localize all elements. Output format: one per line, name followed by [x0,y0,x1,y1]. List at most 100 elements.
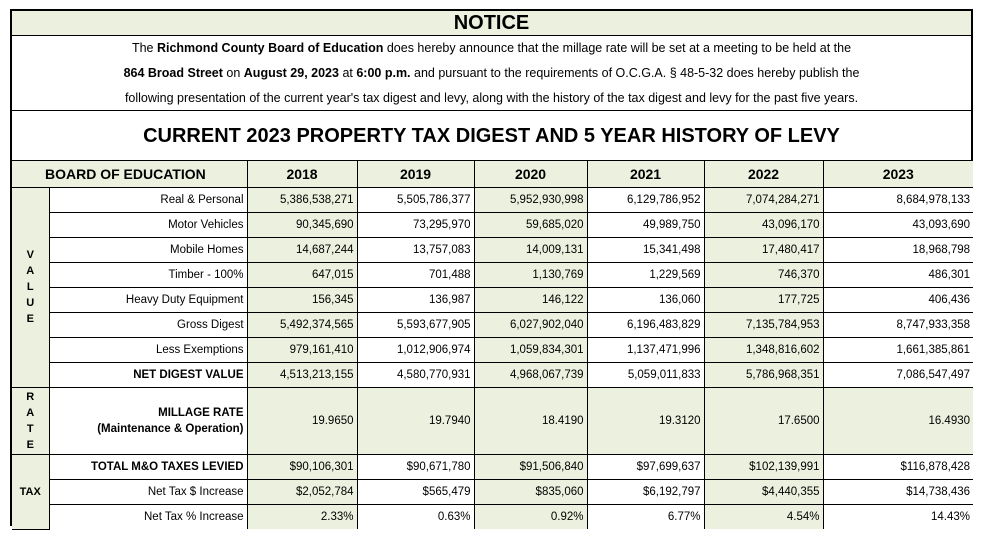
millage-rate-row: R A T E MILLAGE RATE (Maintenance & Operation… [12,386,974,455]
value-cell-2021: $97,699,637 [586,453,705,480]
group-letter: E [26,438,34,451]
meeting-date: August 29, 2023 [243,66,339,80]
value-cell-2021: 6,129,786,952 [586,186,705,213]
value-cell-2022: 746,370 [703,261,824,288]
value-cell-2018: 90,345,690 [246,211,358,238]
value-cell-2018: 156,345 [246,286,358,313]
row-label: Timber - 100% [49,261,248,288]
value-cell-2019: 13,757,083 [356,236,475,263]
year-header-2021: 2021 [586,161,705,188]
meeting-time: 6:00 p.m. [356,66,411,80]
value-cell-2021: 6,196,483,829 [586,311,705,338]
group-letter: U [26,297,35,309]
row-label: Heavy Duty Equipment [49,286,248,313]
value-cell-2022: 17,480,417 [703,236,824,263]
intro-line-3: following presentation of the current ye… [124,91,859,105]
row-label: Mobile Homes [49,236,248,263]
value-cell-2020: 0.92% [473,503,588,529]
value-cell-2019: 1,012,906,974 [356,336,475,363]
value-cell-2023: 18,968,798 [822,236,974,263]
row-label: Gross Digest [49,311,248,338]
value-cell-2019: $565,479 [356,478,475,505]
intro-line-1: The Richmond County Board of Education d… [12,36,971,61]
notice-title: NOTICE [12,11,971,36]
value-cell-2019: 5,593,677,905 [356,311,475,338]
value-cell-2022: 177,725 [703,286,824,313]
row-label: Motor Vehicles [49,211,248,238]
row-label: MILLAGE RATE [158,406,244,419]
value-cell-2021: 6.77% [586,503,705,529]
value-cell-2019: 19.7940 [356,386,475,455]
meeting-address: 864 Broad Street [123,66,223,80]
table-title: CURRENT 2023 PROPERTY TAX DIGEST AND 5 Y… [12,111,971,161]
value-cell-2023: 8,747,933,358 [822,311,974,338]
value-cell-2021: 19.3120 [586,386,705,455]
group-letter: A [26,406,35,419]
value-row: Gross Digest 5,492,374,565 5,593,677,905 6,… [12,311,974,338]
year-header-2018: 2018 [246,161,358,188]
value-cell-2023: 8,684,978,133 [822,186,974,213]
millage-notice-sheet: NOTICE The Richmond County Board of Educ… [10,9,974,530]
value-cell-2020: 14,009,131 [473,236,588,263]
intro-text: on [222,66,244,80]
value-row: Timber - 100% 647,015 701,488 1,130,769 1,22… [12,261,974,288]
intro-text: The [131,41,157,55]
value-cell-2020: 6,027,902,040 [473,311,588,338]
value-cell-2022: 7,135,784,953 [703,311,824,338]
group-letter: E [26,313,34,325]
value-cell-2023: 1,661,385,861 [822,336,974,363]
value-row: Mobile Homes 14,687,244 13,757,083 14,009,1… [12,236,974,263]
value-cell-2019: 0.63% [356,503,475,529]
value-cell-2019: 4,580,770,931 [356,361,475,388]
intro-text: and pursuant to the requirements of O.C.… [410,66,860,80]
value-cell-2023: 406,436 [822,286,974,313]
value-cell-2020: 4,968,067,739 [473,361,588,388]
year-header-2020: 2020 [473,161,588,188]
value-cell-2021: 15,341,498 [586,236,705,263]
value-cell-2018: 4,513,213,155 [246,361,358,388]
value-cell-2020: $835,060 [473,478,588,505]
value-cell-2020: 18.4190 [473,386,588,455]
value-cell-2023: 43,093,690 [822,211,974,238]
value-cell-2020: 59,685,020 [473,211,588,238]
board-label: BOARD OF EDUCATION [12,161,248,188]
value-cell-2019: 701,488 [356,261,475,288]
group-letter: A [26,265,35,277]
year-header-2023: 2023 [822,161,974,188]
value-cell-2019: $90,671,780 [356,453,475,480]
value-cell-2023: 16.4930 [822,386,974,455]
value-cell-2018: 19.9650 [246,386,358,455]
value-cell-2022: 43,096,170 [703,211,824,238]
value-cell-2021: 5,059,011,833 [586,361,705,388]
value-cell-2022: 4.54% [703,503,824,529]
levy-history-table: BOARD OF EDUCATION 2018 2019 2020 2021 2022 20… [12,161,974,530]
value-row: NET DIGEST VALUE 4,513,213,155 4,580,770,9… [12,361,974,388]
value-cell-2021: 49,989,750 [586,211,705,238]
tax-row: Net Tax $ Increase $2,052,784 $565,479 $835… [12,478,974,505]
value-cell-2022: 7,074,284,271 [703,186,824,213]
value-cell-2018: 2.33% [246,503,358,529]
row-label: Net Tax % Increase [49,503,248,529]
value-cell-2018: 979,161,410 [246,336,358,363]
millage-rate-label: MILLAGE RATE (Maintenance & Operation) [48,386,248,455]
value-cell-2023: 14.43% [822,503,974,529]
value-cell-2021: $6,192,797 [586,478,705,505]
group-letter: R [26,390,35,403]
tax-row: TAX TOTAL M&O TAXES LEVIED $90,106,301 $90,… [12,453,974,530]
value-cell-2019: 73,295,970 [356,211,475,238]
value-cell-2022: 5,786,968,351 [703,361,824,388]
notice-intro: The Richmond County Board of Education d… [12,36,971,111]
intro-text: at [338,66,357,80]
intro-text: does hereby announce that the millage ra… [383,41,852,55]
value-cell-2020: 1,130,769 [473,261,588,288]
row-label: Real & Personal [48,186,248,213]
row-label: TOTAL M&O TAXES LEVIED [48,453,248,480]
value-row: Heavy Duty Equipment 156,345 136,987 146,12… [12,286,974,313]
value-cell-2021: 1,229,569 [586,261,705,288]
value-cell-2021: 1,137,471,996 [586,336,705,363]
value-cell-2020: 1,059,834,301 [473,336,588,363]
tax-row: Net Tax % Increase 2.33% 0.63% 0.92% 6.77% 4.… [12,503,974,529]
row-label: Net Tax $ Increase [49,478,248,505]
value-cell-2018: $2,052,784 [246,478,358,505]
